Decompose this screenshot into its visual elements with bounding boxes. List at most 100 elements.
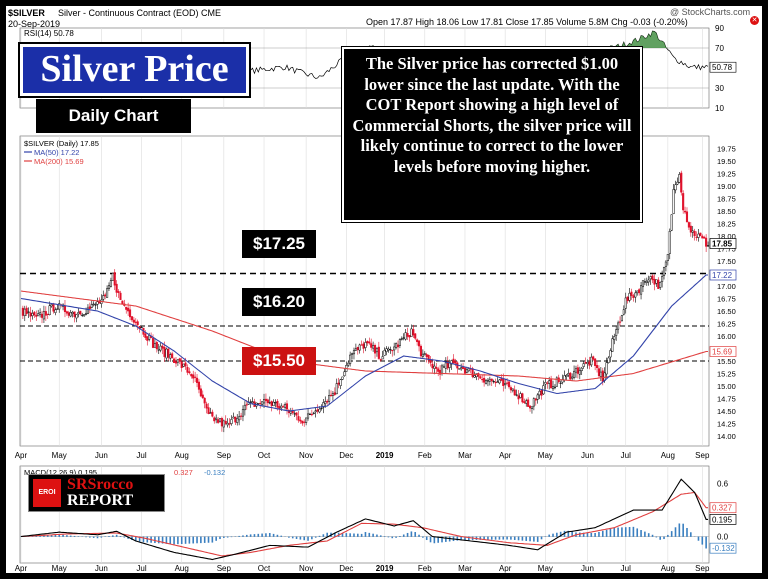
macd-hist-bar bbox=[399, 536, 401, 537]
candle-body bbox=[151, 338, 155, 348]
candle-body bbox=[590, 356, 593, 366]
candle-body bbox=[609, 350, 612, 358]
macd-hist-bar bbox=[579, 532, 581, 537]
macd-hist-bar bbox=[701, 536, 704, 545]
candle-body bbox=[674, 184, 677, 191]
candle-body bbox=[645, 280, 648, 284]
candle-body bbox=[580, 367, 583, 372]
macd-hist-bar bbox=[77, 536, 80, 537]
candle-body bbox=[400, 338, 403, 340]
macd-hist-bar bbox=[184, 536, 187, 544]
macd-hist-bar bbox=[66, 535, 68, 537]
candle-body bbox=[458, 368, 461, 370]
price-tick-label-1: 14.25 bbox=[717, 420, 736, 429]
candle-body bbox=[532, 398, 535, 407]
candle-body bbox=[462, 366, 465, 370]
macd-hist-bar bbox=[108, 536, 110, 537]
macd-hist-bar bbox=[96, 536, 99, 539]
close-icon[interactable]: ✕ bbox=[750, 16, 759, 25]
candle-body bbox=[54, 309, 57, 313]
macd-hist-bar bbox=[119, 536, 122, 537]
macd-hist-bar bbox=[180, 536, 183, 544]
price-legend-symbol: $SILVER (Daily) 17.85 bbox=[24, 139, 99, 148]
candle-body bbox=[632, 295, 635, 298]
macd-hist-bar bbox=[353, 533, 355, 537]
candle-body bbox=[643, 281, 646, 283]
candle-body bbox=[165, 348, 168, 359]
candle-body bbox=[134, 321, 137, 323]
candle-body bbox=[117, 291, 120, 293]
candle-body bbox=[21, 307, 24, 316]
candle-body bbox=[249, 401, 252, 403]
macd-hist-bar bbox=[548, 534, 550, 537]
candle-body bbox=[502, 379, 505, 386]
candle-body bbox=[192, 374, 195, 379]
candle-body bbox=[586, 362, 589, 364]
candle-body bbox=[81, 314, 84, 316]
macd-hist-bar bbox=[146, 536, 149, 543]
candle-body bbox=[483, 377, 486, 383]
x-tick-label-bottom-4: Aug bbox=[175, 564, 189, 573]
candle-body bbox=[240, 415, 243, 417]
macd-hist-bar bbox=[276, 534, 279, 537]
candle-body bbox=[274, 402, 277, 404]
x-tick-label-10: Feb bbox=[418, 451, 432, 460]
macd-hist-bar bbox=[395, 536, 397, 538]
candle-body bbox=[289, 411, 292, 414]
price-tick-label-2: 14.50 bbox=[717, 407, 736, 416]
candle-body bbox=[176, 359, 179, 363]
macd-hist-bar bbox=[92, 536, 95, 538]
macd-hist-bar bbox=[142, 536, 145, 543]
x-tick-label-bottom-8: Dec bbox=[339, 564, 353, 573]
macd-hist-bar bbox=[529, 536, 531, 542]
candle-body bbox=[511, 388, 514, 391]
candle-body bbox=[500, 378, 503, 381]
macd-hist-bar bbox=[460, 536, 462, 541]
rsi-value-box bbox=[709, 61, 737, 73]
macd-hist-bar bbox=[138, 536, 141, 542]
macd-hist-bar bbox=[678, 523, 681, 537]
candle-body bbox=[548, 380, 551, 384]
macd-hist-bar bbox=[311, 536, 313, 540]
candle-body bbox=[295, 412, 298, 416]
macd-hist-bar bbox=[586, 532, 589, 537]
macd-hist-bar bbox=[368, 532, 371, 537]
candle-body bbox=[507, 381, 511, 388]
macd-hist-bar bbox=[613, 527, 616, 537]
macd-hist-bar bbox=[272, 533, 275, 537]
candle-body bbox=[421, 353, 424, 357]
candle-body bbox=[140, 326, 143, 329]
candle-body bbox=[446, 361, 449, 369]
candle-body bbox=[339, 379, 342, 386]
candle-body bbox=[335, 383, 338, 395]
candle-body bbox=[130, 316, 134, 321]
macd-legend-signal: 0.327 bbox=[174, 468, 193, 477]
candle-body bbox=[565, 375, 568, 377]
macd-hist-bar bbox=[188, 536, 191, 544]
candle-body bbox=[628, 292, 631, 301]
candle-body bbox=[624, 297, 627, 309]
chart-symbol: $SILVER bbox=[8, 8, 45, 18]
candle-body bbox=[94, 304, 97, 306]
candle-body bbox=[148, 335, 151, 340]
candle-body bbox=[377, 346, 380, 359]
candle-body bbox=[67, 312, 70, 316]
candle-body bbox=[553, 386, 556, 389]
candle-body bbox=[352, 350, 356, 355]
candle-body bbox=[186, 367, 189, 373]
macd-hist-bar bbox=[238, 535, 240, 537]
macd-hist-bar bbox=[429, 536, 432, 543]
candle-body bbox=[96, 301, 99, 305]
candle-body bbox=[211, 411, 214, 417]
candle-body bbox=[119, 292, 122, 300]
macd-hist-bar bbox=[100, 536, 103, 538]
candle-body bbox=[347, 362, 350, 366]
x-tick-label-1: May bbox=[52, 451, 67, 460]
price-tick-label-20: 19.00 bbox=[717, 182, 736, 191]
candle-body bbox=[607, 357, 610, 363]
brand-emblem: EROI bbox=[33, 479, 61, 507]
macd-hist-bar bbox=[85, 536, 87, 538]
macd-hist-bar bbox=[402, 534, 405, 537]
macd-signal-value-label-box bbox=[709, 502, 737, 514]
candle-body bbox=[613, 336, 616, 340]
